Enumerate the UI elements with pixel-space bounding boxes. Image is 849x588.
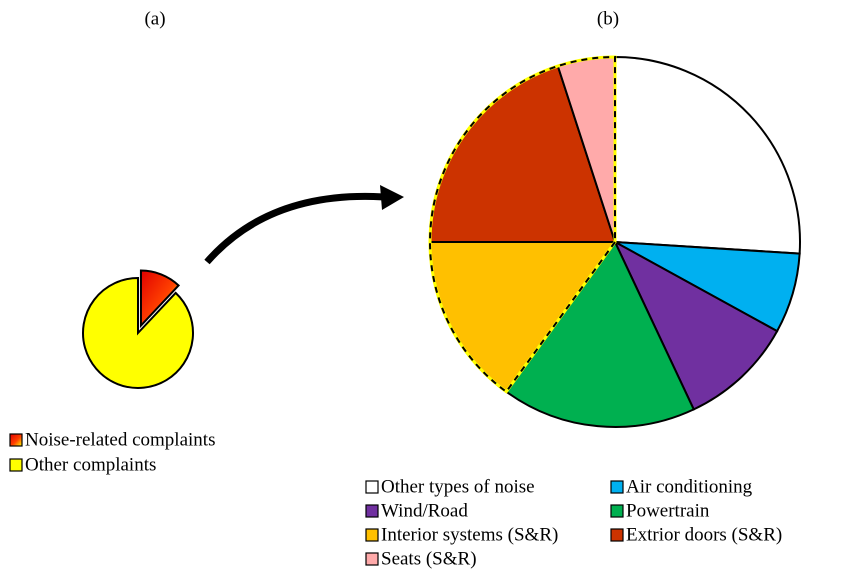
legend-label: Extrior doors (S&R): [626, 524, 782, 545]
pie-slice: [612, 239, 779, 411]
legend-label: Noise-related complaints: [25, 429, 215, 450]
legend-label: Other complaints: [25, 454, 156, 475]
group-outline: [429, 55, 616, 394]
legend-swatch: [610, 528, 624, 542]
arrow: [204, 192, 386, 265]
legend-label: Air conditioning: [626, 476, 753, 497]
legend-swatch: [9, 433, 23, 447]
arrow-head: [380, 185, 404, 210]
legend-swatch: [9, 458, 23, 472]
legend-swatch: [365, 480, 379, 494]
legend-label: Seats (S&R): [381, 548, 477, 569]
legend-label: Powertrain: [626, 500, 710, 521]
pie-slice: [82, 276, 194, 389]
pie-slice: [139, 269, 181, 329]
legend-label: Wind/Road: [381, 500, 468, 521]
legend-swatch: [365, 528, 379, 542]
legend-swatch: [610, 504, 624, 518]
legend-swatch: [365, 504, 379, 518]
legend-label: Other types of noise: [381, 476, 535, 497]
pie-slice: [614, 55, 801, 255]
panel-label: (b): [597, 8, 619, 29]
legend-swatch: [365, 552, 379, 566]
pie-slice: [504, 240, 696, 428]
legend-swatch: [610, 480, 624, 494]
legend-label: Interior systems (S&R): [381, 524, 558, 545]
panel-label: (a): [144, 8, 165, 29]
